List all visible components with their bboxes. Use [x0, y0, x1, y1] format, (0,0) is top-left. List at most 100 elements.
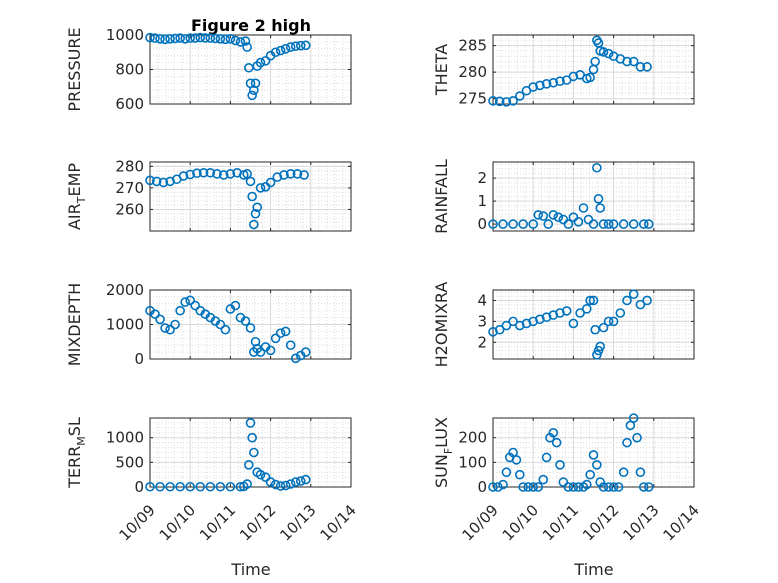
y-tick-label: 200 [458, 429, 487, 447]
data-point [581, 479, 592, 490]
data-point [249, 447, 259, 458]
data-point [568, 71, 579, 82]
data-point [595, 341, 606, 352]
y-tick-label: 260 [115, 200, 144, 218]
data-point [585, 469, 595, 480]
data-point [555, 460, 565, 470]
data-point [643, 219, 654, 229]
data-point [618, 219, 629, 229]
data-point [155, 33, 165, 44]
data-point [588, 219, 599, 229]
data-point [158, 177, 169, 188]
x-tick-label: 10/12 [579, 501, 622, 544]
data-point [598, 47, 609, 57]
data-point [295, 40, 306, 51]
data-point [555, 76, 565, 86]
data-point [543, 219, 554, 229]
data-point [548, 77, 559, 88]
data-point [608, 316, 619, 327]
data-point [514, 469, 525, 480]
data-point [270, 333, 281, 344]
data-point [588, 450, 599, 460]
data-point [225, 169, 236, 179]
data-point [290, 353, 301, 364]
y-tick-label: 1000 [106, 316, 144, 334]
data-point [300, 40, 311, 51]
data-point [588, 295, 599, 306]
data-point [635, 299, 646, 310]
y-tick-label: 1000 [106, 429, 144, 447]
data-point [190, 33, 201, 43]
data-point [247, 90, 257, 101]
data-point [590, 324, 600, 335]
x-tick-label: 10/14 [317, 501, 360, 544]
y-tick-label: 285 [458, 37, 487, 55]
data-point [501, 467, 512, 478]
data-point [608, 482, 619, 492]
subplot-theta: 275 280 285 THETA [432, 34, 695, 108]
y-tick-label: 1000 [106, 26, 144, 44]
data-point [165, 481, 175, 492]
y-tick-label: 600 [115, 95, 144, 113]
data-point [244, 460, 254, 470]
y-tick-label: 500 [115, 453, 144, 471]
data-point [592, 162, 602, 173]
data-point [538, 211, 549, 221]
data-point [528, 482, 539, 492]
data-point [170, 319, 180, 330]
data-point [178, 171, 189, 181]
data-point [592, 460, 602, 470]
series-markers [488, 162, 654, 229]
data-point [501, 97, 512, 107]
data-point [249, 219, 259, 230]
data-point [508, 219, 518, 229]
data-point [240, 316, 251, 326]
series-markers [488, 35, 652, 107]
data-point [280, 43, 291, 54]
data-point [595, 203, 606, 213]
data-point [230, 300, 241, 311]
x-tick-label: 10/14 [660, 501, 703, 544]
x-tick-label: 10/11 [539, 501, 582, 544]
data-point [638, 219, 649, 229]
axes-box [492, 34, 695, 105]
data-point [245, 176, 256, 187]
data-point [250, 208, 261, 219]
data-point [575, 308, 585, 318]
data-point [225, 481, 236, 492]
data-point [553, 212, 564, 222]
data-point [488, 96, 498, 106]
data-point [190, 300, 201, 311]
data-point [628, 289, 639, 299]
y-tick-label: 1 [477, 192, 487, 210]
data-point [265, 345, 276, 356]
data-point [145, 32, 155, 43]
data-point [622, 295, 632, 306]
subplot-pressure: 600 800 1000 PRESSURE [65, 26, 352, 113]
data-point [270, 479, 281, 490]
data-point [613, 482, 624, 492]
x-tick-label: 10/13 [276, 501, 319, 544]
data-point [285, 42, 296, 52]
data-point [493, 482, 503, 492]
data-point [498, 479, 508, 490]
data-point [218, 170, 229, 180]
data-point [608, 219, 619, 229]
data-point [145, 481, 155, 492]
data-point [285, 479, 296, 489]
subplot-rainfall: 0 1 2 RAINFALL [432, 159, 695, 234]
data-point [548, 427, 559, 438]
data-point [300, 474, 311, 485]
y-axis-label: MIXDEPTH [65, 283, 84, 366]
axes-box [149, 161, 352, 232]
y-tick-label: 2000 [106, 281, 144, 299]
data-point [242, 42, 252, 52]
data-point [535, 80, 545, 91]
data-point [568, 318, 579, 329]
data-point [578, 203, 589, 213]
data-point [280, 480, 291, 491]
data-point [160, 323, 170, 333]
data-point [642, 295, 652, 306]
data-point [275, 481, 286, 491]
